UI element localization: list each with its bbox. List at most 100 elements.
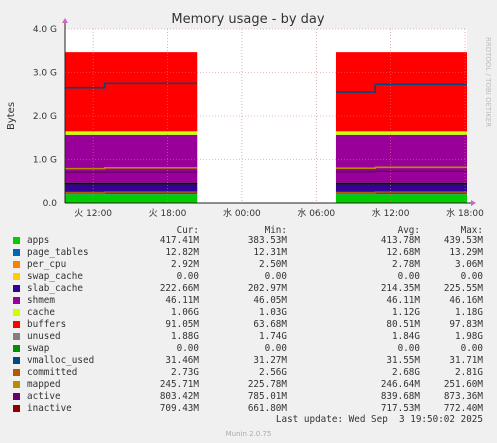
legend-min: 202.97M (247, 283, 287, 294)
legend-row-inactive: inactive 709.43M 661.80M 717.53M 772.40M (0, 403, 497, 415)
legend-name: mapped (27, 379, 61, 390)
legend-name: swap (27, 343, 50, 354)
legend-cur: 417.41M (159, 235, 199, 246)
area-slab_cache-1 (335, 184, 467, 194)
legend-swatch (13, 381, 20, 388)
legend-avg: 80.51M (386, 319, 420, 330)
legend-max: 873.36M (443, 391, 483, 402)
legend-swatch (13, 393, 20, 400)
legend-max: 0.00 (460, 343, 483, 354)
y-tick-label: 4.0 G (33, 25, 57, 35)
legend-row-unused: unused 1.88G 1.74G 1.84G 1.98G (0, 331, 497, 343)
legend-cur: 803.42M (159, 391, 199, 402)
area-apps-0 (65, 194, 198, 203)
legend-name: per_cpu (27, 259, 67, 270)
legend-header-cur: Cur: (176, 225, 199, 236)
legend-max: 2.81G (455, 367, 483, 378)
legend-name: inactive (27, 403, 72, 414)
y-axis-arrow (62, 18, 68, 23)
legend-avg: 839.68M (380, 391, 420, 402)
legend-cur: 1.06G (171, 307, 199, 318)
area-cache-1 (335, 134, 467, 183)
legend-min: 12.31M (253, 247, 287, 258)
legend-max: 439.53M (443, 235, 483, 246)
legend-cur: 0.00 (176, 343, 199, 354)
legend-min: 46.05M (253, 295, 287, 306)
legend-row-swap: swap 0.00 0.00 0.00 0.00 (0, 343, 497, 355)
legend-avg: 1.12G (392, 307, 420, 318)
line-active-1 (335, 166, 467, 169)
legend-name: active (27, 391, 61, 402)
legend-min: 2.50M (259, 259, 287, 270)
legend-swatch (13, 297, 20, 304)
legend-header-max: Max: (460, 225, 483, 236)
legend-cur: 2.92M (171, 259, 199, 270)
y-tick-label: 1.0 G (33, 156, 57, 166)
line-active-0 (65, 166, 198, 170)
legend-min: 383.53M (247, 235, 287, 246)
legend-row-apps: apps 417.41M 383.53M 413.78M 439.53M (0, 235, 497, 247)
legend-cur: 1.88G (171, 331, 199, 342)
legend-swatch (13, 405, 20, 412)
legend-swatch (13, 309, 20, 316)
legend-min: 31.27M (253, 355, 287, 366)
legend-min: 225.78M (247, 379, 287, 390)
legend-swatch (13, 261, 20, 268)
legend-row-per_cpu: per_cpu 2.92M 2.50M 2.78M 3.06M (0, 259, 497, 271)
x-tick-label: 水 12:00 (372, 207, 410, 219)
legend-swatch (13, 285, 20, 292)
y-tick-label: 3.0 G (33, 69, 57, 79)
y-axis-label: Bytes (6, 102, 17, 130)
legend-max: 0.00 (460, 271, 483, 282)
legend-swatch (13, 273, 20, 280)
legend-swatch (13, 333, 20, 340)
legend-max: 251.60M (443, 379, 483, 390)
legend-min: 0.00 (264, 271, 287, 282)
legend-max: 46.16M (449, 295, 483, 306)
area-unused-0 (65, 52, 198, 132)
legend-max: 1.18G (455, 307, 483, 318)
legend-min: 661.80M (247, 403, 287, 414)
y-tick-label: 2.0 G (33, 112, 57, 122)
legend-max: 772.40M (443, 403, 483, 414)
legend-max: 1.98G (455, 331, 483, 342)
area-cache-0 (65, 134, 198, 183)
legend-max: 225.55M (443, 283, 483, 294)
legend-name: slab_cache (27, 283, 83, 294)
legend-cur: 2.73G (171, 367, 199, 378)
legend-header-min: Min: (264, 225, 287, 236)
legend-cur: 31.46M (165, 355, 199, 366)
line-committed-0 (65, 82, 198, 89)
x-tick-label: 水 00:00 (223, 207, 261, 219)
x-axis-arrow (471, 200, 476, 206)
legend-row-cache: cache 1.06G 1.03G 1.12G 1.18G (0, 307, 497, 319)
legend-avg: 2.68G (392, 367, 420, 378)
area-buffers-1 (335, 131, 467, 135)
legend-name: vmalloc_used (27, 355, 95, 366)
legend-max: 31.71M (449, 355, 483, 366)
legend-max: 97.83M (449, 319, 483, 330)
legend-avg: 1.84G (392, 331, 420, 342)
legend-cur: 709.43M (159, 403, 199, 414)
legend-cur: 0.00 (176, 271, 199, 282)
legend-max: 13.29M (449, 247, 483, 258)
area-apps-1 (335, 194, 467, 203)
legend-avg: 46.11M (386, 295, 420, 306)
legend-swatch (13, 249, 20, 256)
legend-name: unused (27, 331, 61, 342)
legend-avg: 12.68M (386, 247, 420, 258)
legend-avg: 413.78M (380, 235, 420, 246)
legend-name: committed (27, 367, 78, 378)
legend-avg: 31.55M (386, 355, 420, 366)
legend-row-vmalloc_used: vmalloc_used 31.46M 31.27M 31.55M 31.71M (0, 355, 497, 367)
area-buffers-0 (65, 131, 198, 135)
legend-header-avg: Avg: (397, 225, 420, 236)
legend-avg: 2.78M (392, 259, 420, 270)
legend-swatch (13, 237, 20, 244)
legend-row-page_tables: page_tables 12.82M 12.31M 12.68M 13.29M (0, 247, 497, 259)
munin-version: Munin 2.0.75 (225, 430, 272, 438)
legend-min: 0.00 (264, 343, 287, 354)
legend-min: 63.68M (253, 319, 287, 330)
legend-name: buffers (27, 319, 67, 330)
